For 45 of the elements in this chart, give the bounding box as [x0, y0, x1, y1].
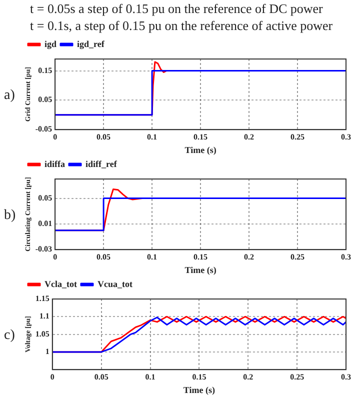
legend-label: idiff_ref: [86, 158, 118, 169]
x-tick-label: 0.2: [243, 372, 254, 382]
x-tick-label: 0.1: [147, 132, 158, 142]
y-tick-label: -0.05: [35, 124, 52, 134]
text: b): [4, 208, 16, 224]
text: t = 0.05s a step of 0.15 pu on the reference of DC power: [30, 0, 324, 17]
x-tick-label: 0.15: [194, 132, 208, 142]
text: t = 0.1s, a step of 0.15 pu on the reference of active power: [30, 17, 334, 34]
x-tick-label: 0.1: [145, 372, 156, 382]
y-tick-label: 1.1: [39, 312, 50, 321]
text: c): [4, 328, 15, 344]
y-tick-label: 1.15: [35, 294, 50, 304]
x-tick-label: 0.05: [96, 252, 111, 262]
y-tick-label: 0.01: [38, 218, 52, 228]
y-tick-label: 0.05: [38, 193, 52, 202]
legend-label: idiffa: [44, 158, 66, 169]
x-tick-label: 0.3: [341, 132, 351, 142]
x-tick-label: 0.3: [341, 252, 351, 262]
x-tick-label: 0.2: [244, 132, 254, 142]
legend-label: Vcua_tot: [97, 278, 132, 289]
y-tick-label: 1: [45, 347, 50, 356]
x-tick-label: 0.15: [194, 252, 208, 262]
legend-label: igd: [44, 38, 57, 49]
text: a): [4, 88, 15, 104]
legend-label: Vcla_tot: [44, 278, 77, 289]
x-tick-label: 0.15: [192, 372, 206, 382]
y-tick-label: 0.15: [38, 66, 52, 75]
y-tick-label: 0.05: [38, 95, 52, 104]
x-tick-label: 0.05: [94, 372, 108, 382]
x-tick-label: 0: [53, 252, 58, 262]
x-axis-title: Time (s): [184, 264, 216, 275]
y-tick-label: 1.05: [35, 329, 50, 338]
y-tick-label: -0.03: [35, 244, 52, 254]
x-tick-label: 0: [53, 132, 58, 142]
x-tick-label: 0.05: [96, 132, 111, 142]
x-tick-label: 0.2: [244, 252, 254, 262]
x-tick-label: 0: [50, 372, 54, 382]
x-axis-title: Time (s): [183, 384, 215, 395]
x-tick-label: 0.1: [147, 252, 158, 262]
x-tick-label: 0.3: [341, 372, 351, 382]
x-tick-label: 0.25: [290, 252, 305, 262]
legend-label: igd_ref: [77, 38, 106, 49]
x-tick-label: 0.25: [290, 372, 304, 382]
x-tick-label: 0.25: [290, 132, 305, 142]
x-axis-title: Time (s): [184, 144, 216, 155]
